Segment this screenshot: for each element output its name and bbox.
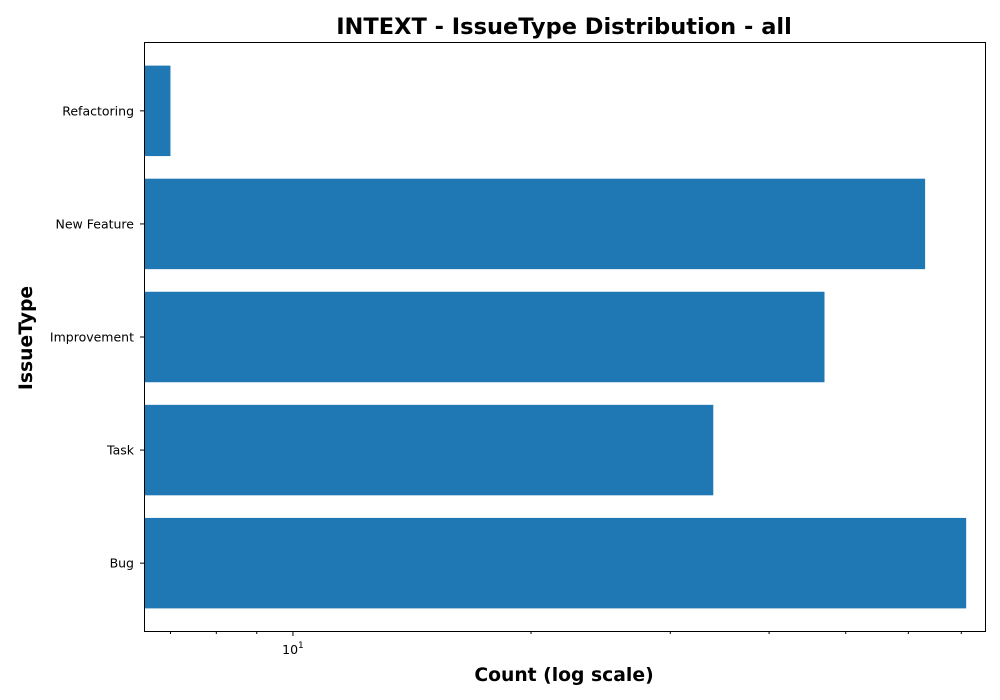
- bar-refactoring: [145, 65, 171, 157]
- bars-group: [145, 65, 967, 609]
- bar-new-feature: [145, 178, 926, 270]
- y-tick-label: Bug: [110, 556, 134, 571]
- y-axis-label: IssueType: [16, 286, 37, 390]
- y-tick-label: Task: [106, 443, 135, 458]
- y-tick-label: Refactoring: [62, 103, 134, 118]
- plot-frame: [144, 42, 986, 632]
- y-axis: Bug Task Improvement New Feature Refactoring: [50, 103, 145, 571]
- x-axis-label: Count (log scale): [474, 665, 653, 686]
- bar-improvement: [145, 291, 825, 383]
- x-axis: 101: [169, 631, 962, 657]
- bar-task: [145, 404, 714, 496]
- bar-bug: [145, 517, 967, 609]
- y-tick-label: Improvement: [50, 330, 134, 345]
- y-tick-label: New Feature: [56, 216, 135, 231]
- x-tick-label: 101: [282, 641, 304, 657]
- chart-title: INTEXT - IssueType Distribution - all: [336, 14, 792, 40]
